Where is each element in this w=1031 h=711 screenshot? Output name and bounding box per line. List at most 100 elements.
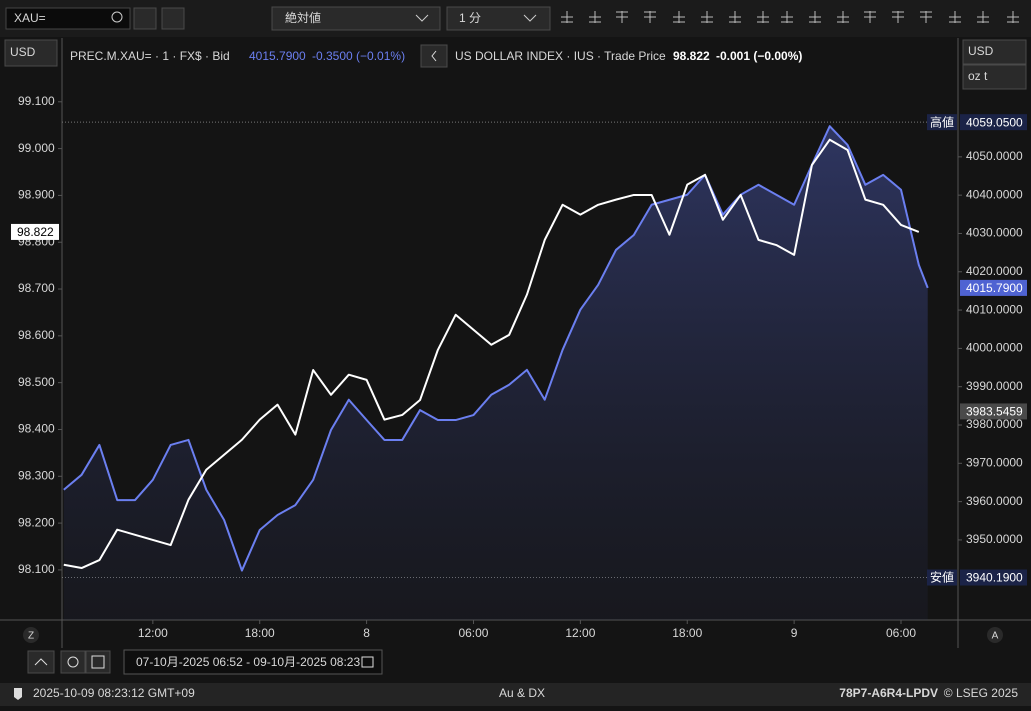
tool-icon — [977, 11, 989, 23]
price-marker — [960, 279, 1027, 296]
series-change: -0.3500 (−0.01%) — [312, 49, 405, 63]
price-marker-label: 4059.0500 — [966, 115, 1023, 129]
y2-tick-label: 4000.0000 — [966, 341, 1023, 355]
tool-icon — [673, 11, 685, 23]
x-tick-label: 18:00 — [245, 626, 275, 640]
tool-icon — [589, 11, 601, 23]
series-line — [63, 138, 920, 570]
tool-icon — [837, 11, 849, 23]
chevron — [431, 50, 437, 62]
interval-text: 1 分 — [459, 11, 481, 25]
x-tick-label: 12:00 — [138, 626, 168, 640]
tool-icon — [701, 11, 713, 23]
y-tick-label: 98.700 — [18, 281, 55, 295]
y-tick-label: 99.000 — [18, 141, 55, 155]
auto-text: A — [992, 631, 999, 642]
shield-icon — [14, 688, 22, 700]
y2-tick-label: 4040.0000 — [966, 187, 1023, 201]
search-icon — [111, 11, 123, 23]
y2-tick-label: 3970.0000 — [966, 455, 1023, 469]
status-time: 2025-10-09 08:23:12 GMT+09 — [33, 686, 195, 700]
plot: 98.100 98.200 98.300 98.400 98.500 98.600 98.7… — [11, 94, 1027, 640]
range-box[interactable] — [123, 649, 383, 675]
y2-tick-label: 4050.0000 — [966, 149, 1023, 163]
price-marker-label: 4015.7900 — [966, 281, 1023, 295]
y2-tick-label: 3990.0000 — [966, 379, 1023, 393]
status-code: 78P7-A6R4-LPDV — [839, 686, 938, 700]
price-marker — [960, 114, 1027, 131]
y-tick-label: 98.400 — [18, 422, 55, 436]
auto-button[interactable] — [987, 627, 1003, 643]
dropdown-arrow — [415, 14, 429, 22]
unit-text: oz t — [968, 69, 988, 83]
level-tag — [927, 114, 957, 131]
tool-icon — [781, 11, 793, 23]
gear — [67, 656, 79, 668]
table-icon — [91, 655, 105, 669]
x-tick-label: 18:00 — [672, 626, 702, 640]
mode-dropdown[interactable] — [271, 6, 441, 31]
x-tick-label: 06:00 — [458, 626, 488, 640]
x-tick-label: 06:00 — [886, 626, 916, 640]
y2-tick-label: 4020.0000 — [966, 264, 1023, 278]
x-tick-label: 9 — [791, 626, 798, 640]
mode-text: 絶対値 — [285, 10, 321, 25]
currency-dropdown[interactable] — [4, 39, 58, 67]
x-tick-label: 12:00 — [565, 626, 595, 640]
toolbar-icons — [561, 11, 1019, 23]
zoom-button[interactable] — [23, 627, 39, 643]
tool-icon — [892, 11, 904, 23]
tool-icon — [757, 11, 769, 23]
y-tick-label: 98.600 — [18, 328, 55, 342]
chevron — [34, 658, 48, 666]
collapse-button[interactable] — [420, 44, 448, 68]
y-tick-label: 98.500 — [18, 375, 55, 389]
price-marker — [11, 223, 59, 240]
y2-tick-label: 3950.0000 — [966, 532, 1023, 546]
unit-dropdown[interactable] — [962, 64, 1027, 90]
level-name: 高値 — [930, 114, 954, 129]
y2-tick-label: 3980.0000 — [966, 417, 1023, 431]
search-text: XAU= — [14, 11, 46, 25]
zoom-text: Z — [28, 631, 34, 642]
price-marker — [960, 569, 1027, 586]
tool-icon — [1007, 11, 1019, 23]
y-tick-label: 98.200 — [18, 515, 55, 529]
series-change: -0.001 (−0.00%) — [716, 49, 802, 63]
price-marker-label: 98.822 — [17, 225, 54, 239]
currency-text: USD — [10, 45, 36, 59]
unit-dropdown[interactable] — [962, 39, 1027, 65]
series-line — [63, 125, 929, 572]
tool-icon — [616, 11, 628, 23]
y2-tick-label: 3960.0000 — [966, 494, 1023, 508]
up-button[interactable] — [27, 650, 55, 674]
series-name: PREC.M.XAU= · 1 · FX$ · Bid — [70, 49, 230, 63]
search-box[interactable] — [5, 7, 131, 30]
interval-dropdown[interactable] — [446, 6, 551, 31]
area-fill — [63, 126, 928, 621]
status-center: Au & DX — [499, 686, 545, 700]
tool-icon — [561, 11, 573, 23]
unit-text: USD — [968, 44, 994, 58]
y-tick-label: 98.900 — [18, 188, 55, 202]
tool-icon — [920, 11, 932, 23]
tool-icon — [864, 11, 876, 23]
level-name: 安値 — [930, 570, 954, 585]
y2-tick-label: 4010.0000 — [966, 302, 1023, 316]
price-marker-label: 3983.5459 — [966, 405, 1023, 419]
status-copyright: © LSEG 2025 — [944, 686, 1019, 700]
series-name: US DOLLAR INDEX · IUS · Trade Price — [455, 49, 666, 63]
dropdown-arrow — [523, 14, 537, 22]
y2-tick-label: 4030.0000 — [966, 226, 1023, 240]
price-marker — [960, 403, 1027, 420]
table-button[interactable] — [85, 650, 111, 674]
add-button[interactable] — [133, 7, 157, 30]
folder-button[interactable] — [161, 7, 185, 30]
y-tick-label: 98.100 — [18, 562, 55, 576]
series-last: 4015.7900 — [249, 49, 306, 63]
settings-button[interactable] — [60, 650, 86, 674]
price-marker-label: 3940.1900 — [966, 571, 1023, 585]
series-last: 98.822 — [673, 49, 710, 63]
tool-icon — [729, 11, 741, 23]
